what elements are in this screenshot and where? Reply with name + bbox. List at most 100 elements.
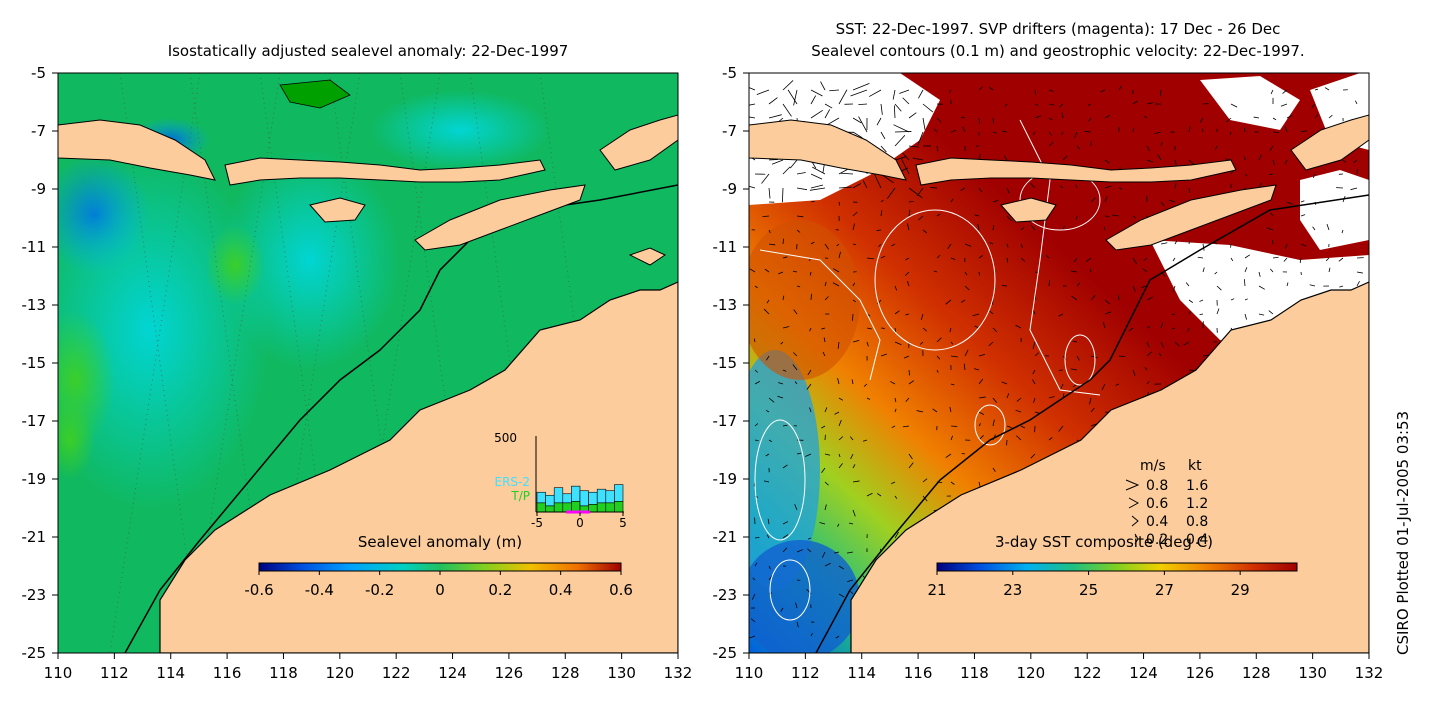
velocity-arrow [782,369,787,372]
right-x-axis: 110 112 114 116 118 120 122 124 126 128 130 132 [735,653,1383,682]
velocity-arrow [1154,131,1162,134]
velocity-arrow [1001,130,1008,133]
velocity-arrow [1159,89,1162,97]
velocity-arrow [1020,425,1026,429]
velocity-arrow [878,243,882,248]
velocity-arrow [1006,187,1010,194]
velocity-arrow [1328,267,1331,273]
velocity-arrow [1132,127,1135,133]
velocity-arrow [905,271,910,276]
inset-bar-tp [553,502,564,513]
velocity-arrow [894,156,907,161]
left-y-tick-label: -15 [22,354,47,372]
velocity-arrow [1286,282,1289,287]
velocity-arrow [754,285,758,289]
velocity-arrow [962,126,966,133]
velocity-arrow [1258,285,1265,290]
velocity-arrow [1048,117,1053,121]
velocity-arrow [1045,255,1050,259]
velocity-arrow [754,439,759,442]
velocity-arrow [782,295,785,301]
velocity-arrow [852,117,862,124]
velocity-arrow [908,369,910,376]
velocity-arrow [930,187,938,189]
left-y-tick-label: -25 [22,644,47,662]
left-x-tick-label: 124 [438,664,467,682]
inset-bar-ers2 [614,484,624,502]
velocity-arrow [1171,327,1176,330]
velocity-arrow [1084,130,1092,133]
velocity-arrow [933,270,938,273]
velocity-arrow [1174,183,1177,189]
right-y-axis: -5 -7 -9 -11 -13 -15 -17 -19 -21 -23 -25 [713,64,749,662]
velocity-arrow [978,396,986,399]
velocity-arrow [908,453,913,460]
velocity-arrow [1244,298,1248,301]
velocity-arrow [902,425,910,428]
velocity-arrow [992,467,996,472]
velocity-arrow [750,618,756,623]
velocity-arrow [1174,240,1178,245]
velocity-arrow [1090,407,1095,413]
velocity-arrow [862,439,868,442]
inset-bar-tp [605,502,615,513]
left-y-tick-label: -23 [22,586,47,604]
velocity-arrow [922,103,934,113]
velocity-arrow [796,621,799,628]
velocity-arrow [1102,321,1106,329]
inset-bar-ers2 [562,493,572,504]
left-y-tick-label: -11 [22,238,47,256]
velocity-arrow [894,327,897,333]
velocity-arrow [852,243,857,246]
velocity-arrow [1104,215,1110,217]
velocity-arrow [782,521,789,525]
right-colorbar-gradient [936,562,1298,572]
velocity-arrow [751,593,756,600]
right-flores-north [1290,114,1369,171]
velocity-arrow [1061,112,1064,119]
velocity-arrow [763,480,770,483]
velocity-arrow [1314,88,1319,91]
velocity-arrow [1268,310,1274,315]
left-anomaly-cyan [370,90,550,170]
velocity-arrow [894,531,899,539]
velocity-arrow [1034,115,1041,119]
left-y-tick-label: -17 [22,412,47,430]
velocity-arrow [768,97,778,105]
velocity-arrow [778,271,784,275]
velocity-arrow [950,355,958,358]
right-cool-region [749,350,820,590]
left-y-tick-label: -9 [31,180,46,198]
velocity-arrow [1087,103,1092,106]
velocity-arrow [768,187,771,199]
velocity-arrow [1284,159,1288,165]
velocity-arrow [765,453,770,457]
velocity-legend-kt: 0.8 [1186,514,1208,530]
velocity-arrow [894,341,902,346]
velocity-arrow [894,310,900,315]
velocity-arrow [1073,257,1078,263]
left-y-tick-label: -21 [22,528,47,546]
velocity-arrow [1244,173,1248,177]
velocity-arrow [974,214,980,217]
right-y-tick-label: -11 [713,238,738,256]
right-java [749,119,907,181]
velocity-arrow [950,341,954,345]
inset-series-ers2: ERS-2 [494,475,530,489]
velocity-arrow [974,325,980,329]
velocity-arrow [876,493,882,497]
inset-bar-ers2 [545,494,555,507]
velocity-arrow [796,172,806,175]
velocity-arrow [1356,169,1358,175]
velocity-arrow [1103,226,1106,231]
velocity-arrow [762,215,770,218]
velocity-arrow [796,215,804,218]
velocity-arrow [767,518,770,525]
velocity-arrow [880,353,887,357]
velocity-arrow [824,481,829,486]
velocity-legend-arrow [1128,497,1140,509]
velocity-arrow [1115,383,1120,386]
right-y-tick-label: -25 [713,644,738,662]
velocity-arrow [754,536,760,539]
velocity-legend-arrow [1134,533,1139,545]
